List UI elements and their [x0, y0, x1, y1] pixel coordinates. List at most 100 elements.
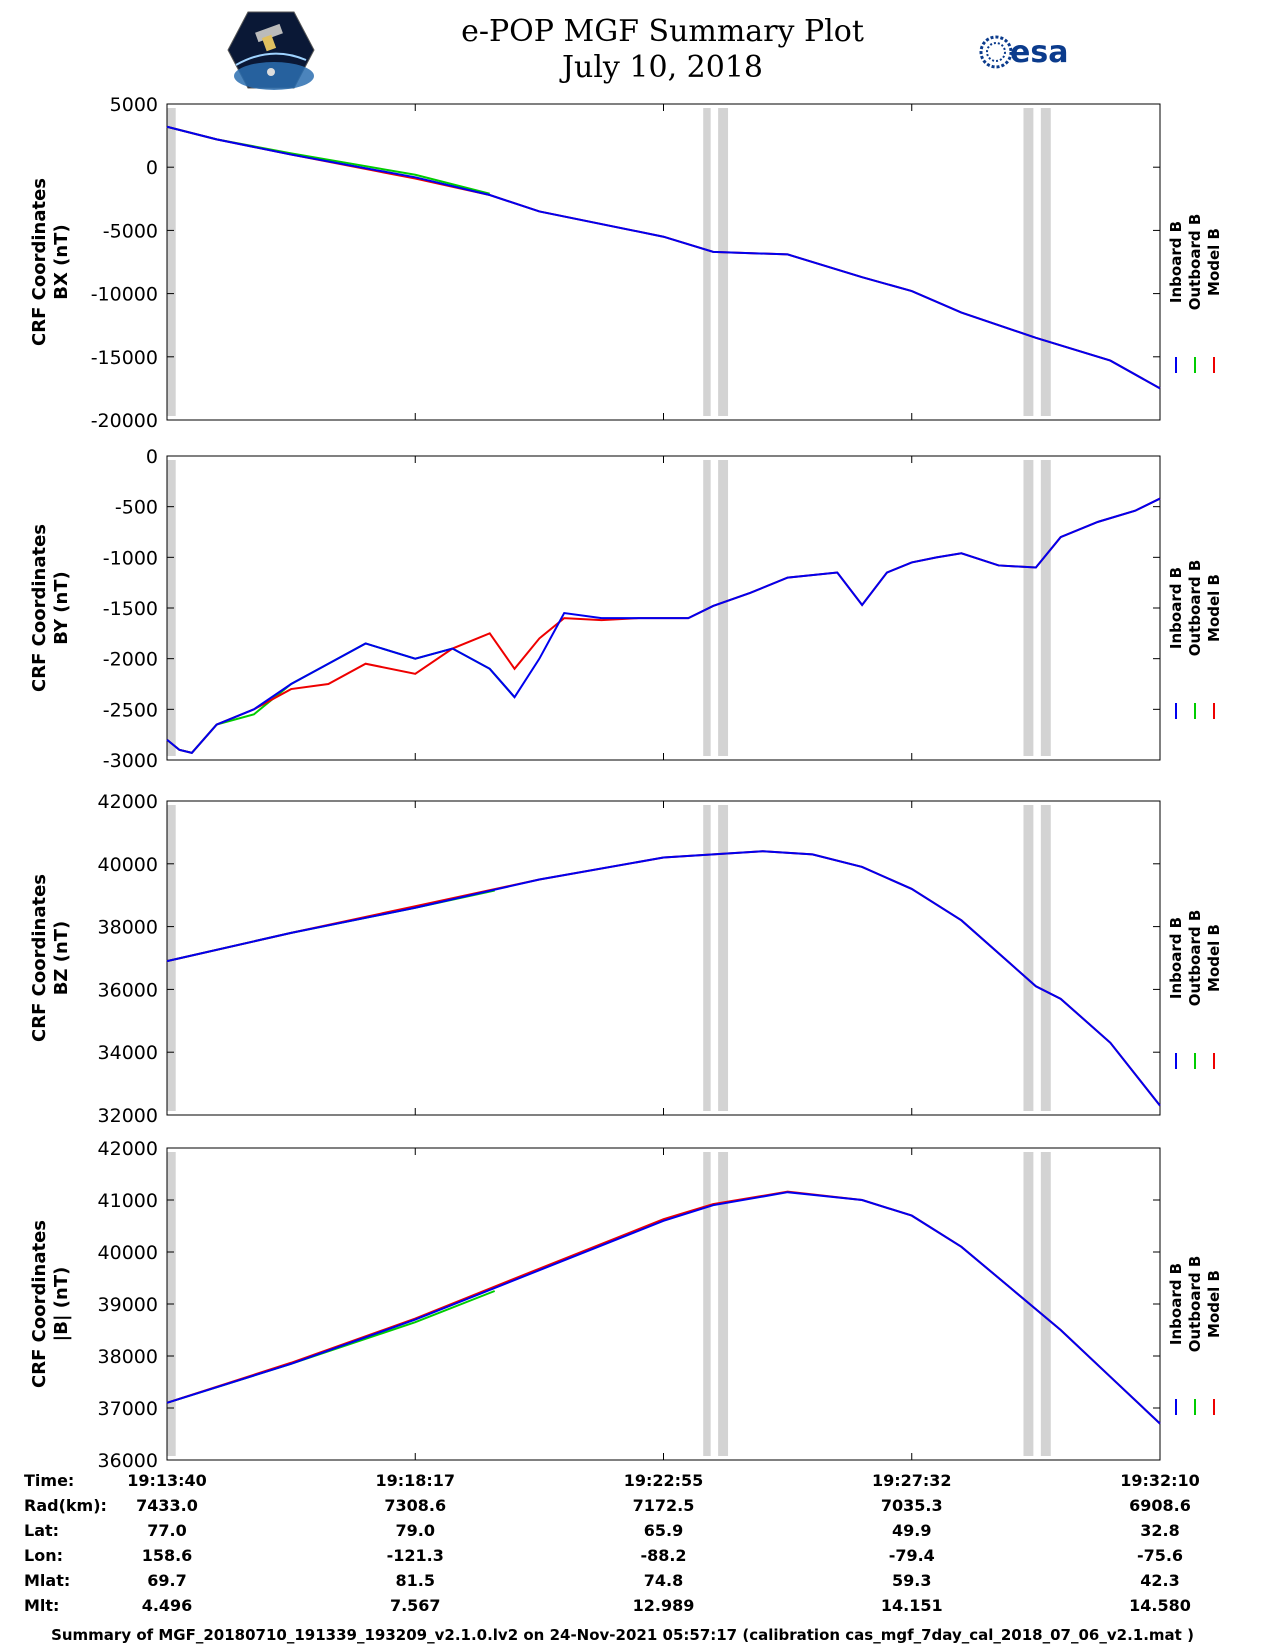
- data-gap-band: [1040, 805, 1051, 1111]
- y-tick-label: 32000: [98, 1105, 158, 1127]
- data-gap-band: [1040, 108, 1051, 416]
- data-gap-band: [718, 460, 729, 756]
- y-tick-label: -20000: [91, 410, 158, 432]
- y-tick-label: 42000: [98, 1138, 158, 1160]
- orbit-cell: 4.496: [142, 1596, 193, 1615]
- y-tick-label: 36000: [98, 979, 158, 1001]
- legend-label: Inboard B: [1167, 221, 1185, 303]
- y-axis-label: BZ (nT): [51, 921, 72, 996]
- data-gap-band: [718, 805, 729, 1111]
- y-tick-label: 40000: [98, 854, 158, 876]
- y-tick-label: -15000: [91, 347, 158, 369]
- esa-logo-text: esa: [1010, 35, 1068, 70]
- series-line-inboard-b: [166, 850, 1161, 1107]
- y-axis-label: CRF Coordinates: [29, 178, 50, 346]
- orbit-row-label: Time:: [24, 1471, 74, 1490]
- orbit-row-label: Mlat:: [24, 1571, 70, 1590]
- orbit-cell: 42.3: [1140, 1571, 1179, 1590]
- y-tick-label: 5000: [110, 94, 158, 116]
- series-line-inboard-b: [166, 1191, 1161, 1425]
- legend-label: Outboard B: [1186, 214, 1204, 311]
- orbit-cell: 7433.0: [136, 1496, 198, 1515]
- orbit-cell: 19:27:32: [872, 1471, 952, 1490]
- orbit-row-label: Rad(km):: [24, 1496, 107, 1515]
- data-gap-band: [1040, 1152, 1051, 1456]
- series-line-inboard-b: [166, 125, 1161, 390]
- series-line-model-b: [166, 850, 1161, 1107]
- y-tick-label: 34000: [98, 1042, 158, 1064]
- orbit-cell: 19:22:55: [624, 1471, 704, 1490]
- orbit-row-label: Mlt:: [24, 1596, 59, 1615]
- orbit-cell: 77.0: [147, 1521, 186, 1540]
- orbit-cell: 6908.6: [1129, 1496, 1191, 1515]
- orbit-cell: 49.9: [892, 1521, 931, 1540]
- y-axis-label: CRF Coordinates: [29, 874, 50, 1042]
- legend-label: Inboard B: [1167, 1263, 1185, 1345]
- data-gap-band: [703, 1152, 711, 1456]
- orbit-cell: 7.567: [390, 1596, 441, 1615]
- orbit-cell: 69.7: [147, 1571, 186, 1590]
- legend-label: Outboard B: [1186, 560, 1204, 657]
- data-gap-band: [1040, 460, 1051, 756]
- data-gap-band: [167, 108, 176, 416]
- orbit-cell: 74.8: [644, 1571, 683, 1590]
- orbit-row-label: Lon:: [24, 1546, 63, 1565]
- plot-frame: [166, 800, 1161, 1116]
- data-gap-band: [718, 108, 729, 416]
- legend-label: Model B: [1205, 1270, 1223, 1338]
- plot-date: July 10, 2018: [561, 50, 764, 85]
- orbit-cell: 158.6: [142, 1546, 193, 1565]
- y-axis-label: CRF Coordinates: [29, 1220, 50, 1388]
- y-tick-label: -2500: [103, 699, 158, 721]
- legend-label: Model B: [1205, 574, 1223, 642]
- orbit-cell: -75.6: [1137, 1546, 1183, 1565]
- cassiope-logo: [227, 11, 315, 90]
- y-axis-label: BY (nT): [51, 571, 72, 645]
- orbit-cell: 19:32:10: [1120, 1471, 1200, 1490]
- y-tick-label: 0: [146, 157, 158, 179]
- y-tick-label: 38000: [98, 1346, 158, 1368]
- legend-label: Model B: [1205, 228, 1223, 296]
- y-axis-label: |B| (nT): [51, 1267, 72, 1342]
- series-line-model-b: [166, 1190, 1161, 1425]
- y-tick-label: 42000: [98, 791, 158, 813]
- orbit-cell: 7172.5: [633, 1496, 695, 1515]
- y-tick-label: -3000: [103, 750, 158, 772]
- orbit-cell: 59.3: [892, 1571, 931, 1590]
- legend-label: Inboard B: [1167, 567, 1185, 649]
- y-tick-label: 38000: [98, 917, 158, 939]
- orbit-cell: -79.4: [889, 1546, 935, 1565]
- orbit-cell: 7035.3: [881, 1496, 943, 1515]
- orbit-cell: 12.989: [633, 1596, 695, 1615]
- panel-3: 42000 40000 38000 36000 34000 32000 CRF Coordi…: [29, 791, 1223, 1127]
- y-tick-label: -500: [115, 497, 158, 519]
- y-tick-label: 36000: [98, 1450, 158, 1472]
- y-tick-label: 0: [146, 446, 158, 468]
- page-title: e-POP MGF Summary Plot July 10, 2018: [0, 14, 1275, 86]
- y-tick-label: 37000: [98, 1398, 158, 1420]
- y-tick-label: 39000: [98, 1294, 158, 1316]
- y-axis-label: BX (nT): [51, 224, 72, 299]
- y-tick-label: 41000: [98, 1190, 158, 1212]
- orbit-cell: 79.0: [396, 1521, 435, 1540]
- data-gap-band: [1023, 108, 1034, 416]
- series-line-model-b: [166, 125, 1161, 390]
- y-tick-label: -10000: [91, 284, 158, 306]
- series-line-inboard-b: [166, 497, 1161, 755]
- data-gap-band: [703, 108, 711, 416]
- orbit-cell: 19:18:17: [375, 1471, 455, 1490]
- y-tick-label: -1000: [103, 547, 158, 569]
- esa-logo: esa: [979, 35, 1068, 70]
- y-tick-label: 40000: [98, 1242, 158, 1264]
- footer: Summary of MGF_20180710_191339_193209_v2…: [0, 1626, 1275, 1644]
- orbit-cell: -121.3: [387, 1546, 444, 1565]
- orbit-cell: 14.151: [881, 1596, 943, 1615]
- legend-label: Inboard B: [1167, 917, 1185, 999]
- data-gap-band: [703, 805, 711, 1111]
- orbit-cell: 19:13:40: [127, 1471, 207, 1490]
- orbit-cell: 65.9: [644, 1521, 683, 1540]
- plot-frame: [166, 1147, 1161, 1461]
- panel-2: 0 -500 -1000 -1500 -2000 -2500 -3000 CRF Coordi…: [29, 446, 1223, 772]
- data-gap-band: [1023, 805, 1034, 1111]
